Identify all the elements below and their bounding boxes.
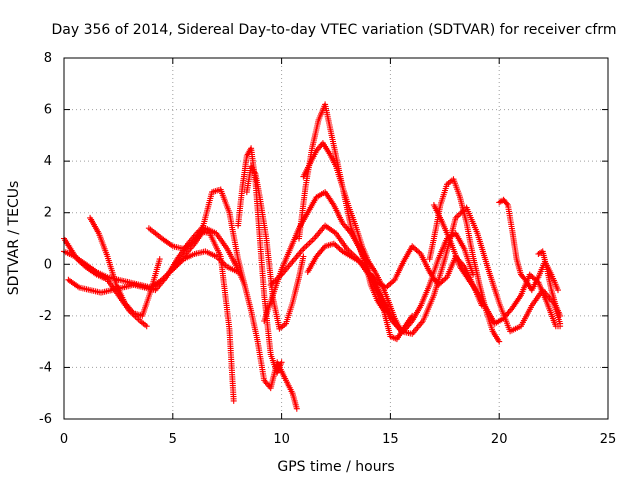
grid — [64, 58, 608, 419]
y-tick-label: 6 — [44, 103, 52, 118]
x-tick-label: 15 — [382, 432, 399, 447]
x-tick-label: 0 — [60, 432, 68, 447]
data-series — [61, 101, 564, 412]
x-tick-label: 5 — [169, 432, 177, 447]
x-axis-label: GPS time / hours — [277, 459, 394, 475]
series-arc-13 — [304, 240, 485, 309]
series-arc-5 — [145, 186, 248, 288]
y-tick-label: 0 — [44, 257, 52, 272]
y-tick-label: -2 — [39, 309, 52, 324]
series-arc-6 — [169, 225, 300, 412]
y-tick-labels: -6 -4 -2 0 2 4 6 8 — [39, 51, 52, 427]
x-tick-label: 20 — [491, 432, 508, 447]
plot-frame — [63, 57, 609, 420]
chart-title: Day 356 of 2014, Sidereal Day-to-day VTE… — [52, 22, 617, 38]
series-arc-17 — [535, 248, 564, 319]
y-axis-label: SDTVAR / TECUs — [6, 181, 22, 296]
x-tick-labels: 0 5 10 15 20 25 — [60, 432, 616, 447]
series-arc-15 — [430, 202, 564, 330]
axis-ticks — [63, 57, 609, 420]
y-tick-label: 8 — [44, 51, 52, 66]
y-tick-label: 2 — [44, 206, 52, 221]
y-tick-label: 4 — [44, 154, 52, 169]
y-tick-label: -4 — [39, 360, 52, 375]
series-arc-4 — [87, 214, 163, 319]
series-arc-16 — [496, 196, 561, 294]
y-tick-label: -6 — [39, 412, 52, 427]
x-tick-label: 10 — [273, 432, 290, 447]
x-tick-label: 25 — [600, 432, 617, 447]
